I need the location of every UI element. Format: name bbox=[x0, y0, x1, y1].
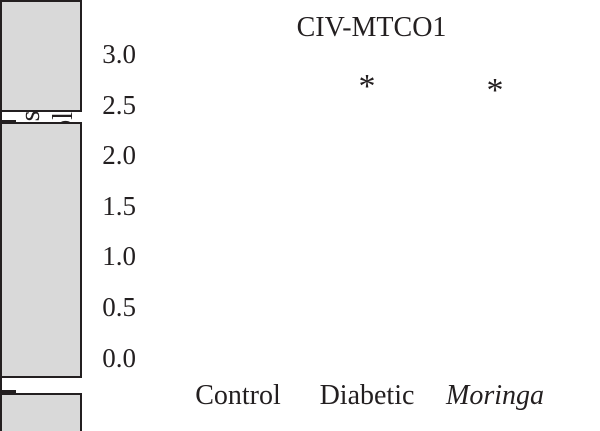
y-tick-label-0.5: 0.5 bbox=[102, 291, 136, 322]
y-tick-label-2.5: 2.5 bbox=[102, 89, 136, 120]
y-tick-label-2.0: 2.0 bbox=[102, 140, 136, 171]
bar-control bbox=[0, 0, 82, 113]
bar-moringa bbox=[0, 392, 82, 431]
x-category-label-diabetic: Diabetic bbox=[319, 380, 415, 411]
x-category-label-moringa: Moringa bbox=[446, 380, 544, 411]
significance-star-moringa: * bbox=[486, 71, 504, 109]
y-tick-label-3.0: 3.0 bbox=[102, 39, 136, 69]
error-bar-control bbox=[0, 112, 2, 121]
error-bar-cap-control bbox=[0, 120, 16, 123]
x-category-label-control: Control bbox=[195, 380, 281, 411]
y-tick-label-1.5: 1.5 bbox=[102, 190, 136, 221]
error-bar-diabetic bbox=[0, 378, 2, 391]
error-bar-cap-diabetic bbox=[0, 390, 16, 393]
chart-title: CIV-MTCO1 bbox=[296, 12, 447, 43]
y-tick-label-1.0: 1.0 bbox=[102, 241, 136, 272]
bar-diabetic bbox=[0, 122, 82, 379]
significance-star-diabetic: * bbox=[358, 67, 376, 105]
y-tick-label-0.0: 0.0 bbox=[102, 342, 136, 373]
